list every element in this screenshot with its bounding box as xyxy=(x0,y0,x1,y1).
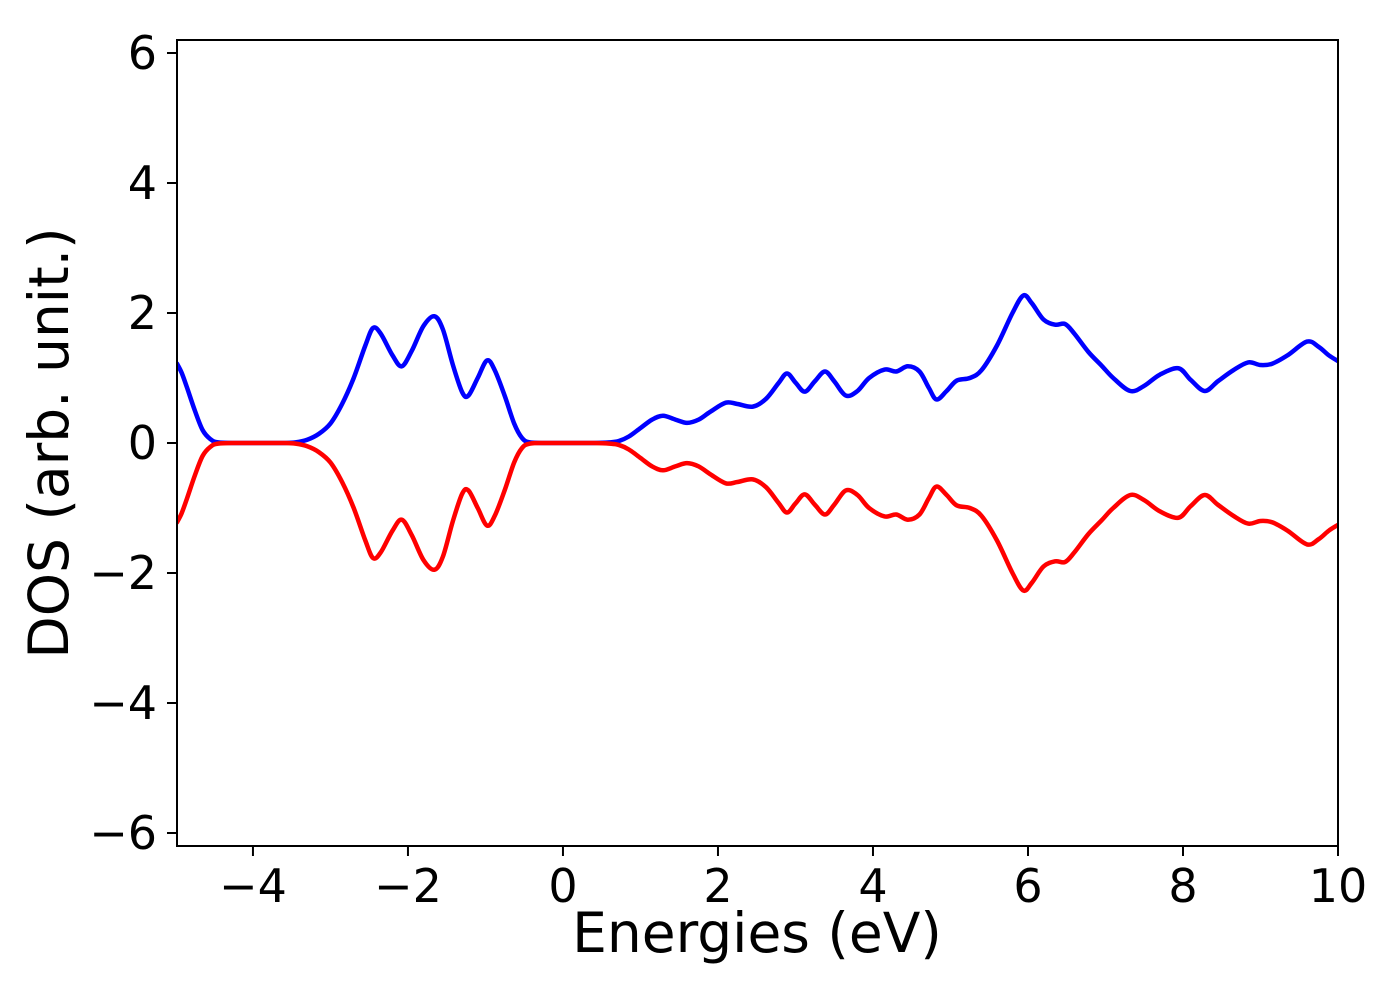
spin-up-dos-curve xyxy=(177,292,1338,446)
y-axis-title: DOS (arb. unit.) xyxy=(17,227,81,658)
y-tick-label: −6 xyxy=(89,806,157,860)
y-tick-label: −4 xyxy=(89,676,157,730)
y-tick-label: 4 xyxy=(128,156,157,210)
dos-curves xyxy=(177,292,1338,594)
x-tick-label: 6 xyxy=(1013,859,1042,913)
plot-area xyxy=(176,39,1339,847)
y-tick-label: 0 xyxy=(128,416,157,470)
y-axis-ticks: −6 −4 −2 0 2 4 6 xyxy=(89,26,177,860)
y-tick-label: −2 xyxy=(89,546,157,600)
x-tick-label: 8 xyxy=(1168,859,1197,913)
x-tick-label: 0 xyxy=(548,859,577,913)
x-tick-label: 4 xyxy=(858,859,887,913)
y-tick-label: 2 xyxy=(128,286,157,340)
x-tick-label: −4 xyxy=(219,859,287,913)
y-tick-label: 6 xyxy=(128,26,157,80)
x-tick-label: 2 xyxy=(703,859,732,913)
x-tick-label: −2 xyxy=(374,859,442,913)
x-tick-label: 10 xyxy=(1309,859,1368,913)
x-axis-title: Energies (eV) xyxy=(572,901,942,965)
x-axis-ticks: −4 −2 0 2 4 6 8 10 xyxy=(219,846,1367,913)
spin-down-dos-curve xyxy=(177,440,1338,594)
